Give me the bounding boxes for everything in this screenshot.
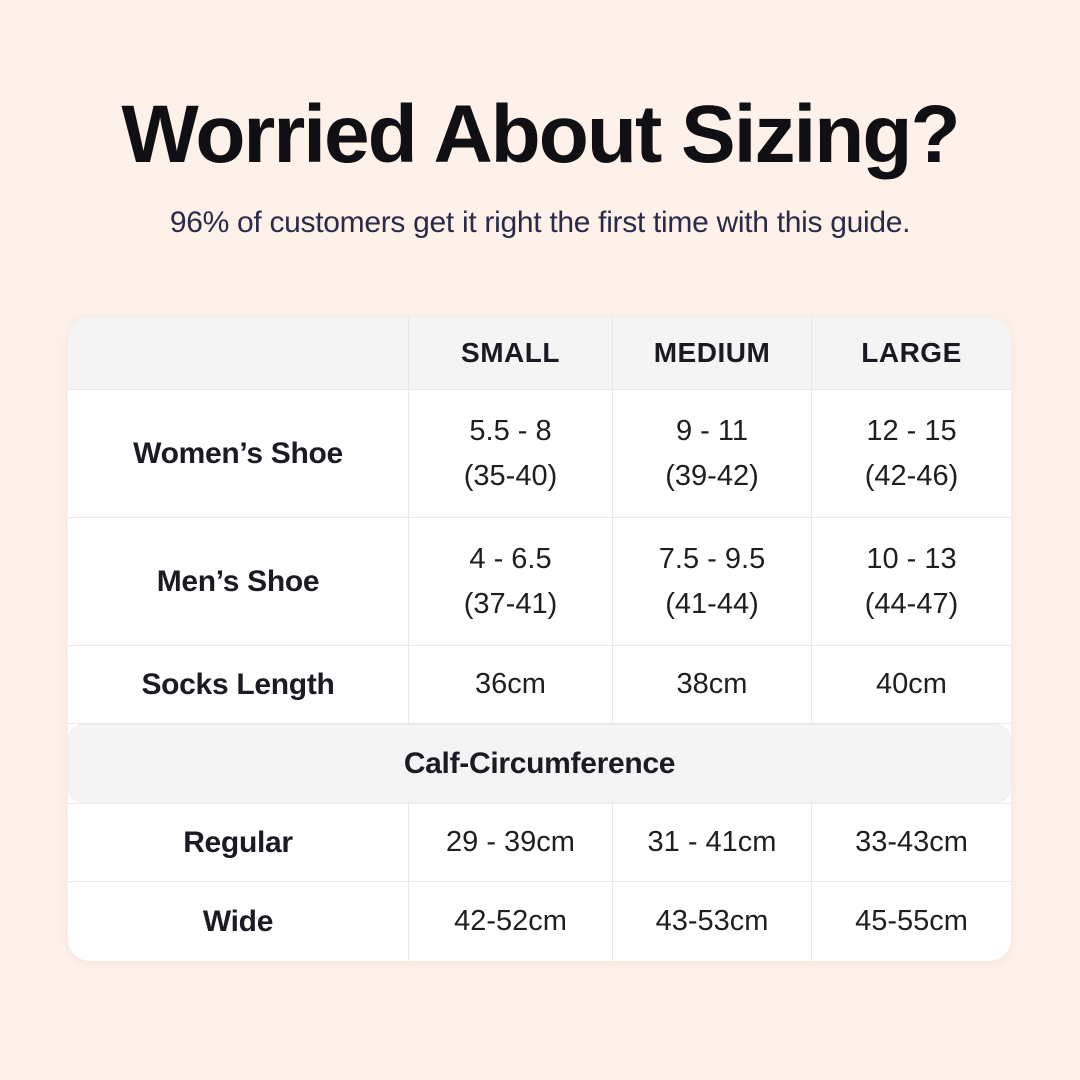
cell-regular-large: 33-43cm <box>812 804 1011 881</box>
cell-line: 10 - 13 <box>866 542 957 575</box>
row-label-mens-shoe: Men’s Shoe <box>68 518 408 645</box>
section-header-label: Calf-Circumference <box>403 746 676 780</box>
row-label-womens-shoe: Women’s Shoe <box>68 390 408 517</box>
cell-line: 42-52cm <box>454 905 567 938</box>
cell-line: 33-43cm <box>855 826 968 859</box>
cell-mens-medium: 7.5 - 9.5 (41-44) <box>613 518 811 645</box>
sizing-table: SMALL MEDIUM LARGE Women’s Shoe 5.5 - 8 … <box>68 317 1011 961</box>
cell-socks-large: 40cm <box>812 646 1011 723</box>
row-label-regular: Regular <box>68 804 408 881</box>
size-grid-top: SMALL MEDIUM LARGE Women’s Shoe 5.5 - 8 … <box>68 317 1011 723</box>
page-subtitle: 96% of customers get it right the first … <box>169 206 911 239</box>
cell-line: 5.5 - 8 <box>469 414 552 447</box>
cell-line: (41-44) <box>665 587 759 620</box>
cell-wide-medium: 43-53cm <box>613 882 811 961</box>
cell-line: 31 - 41cm <box>647 826 777 859</box>
cell-line: (35-40) <box>463 459 558 492</box>
section-header-calf-circumference: Calf-Circumference <box>68 724 1011 803</box>
cell-womens-large: 12 - 15 (42-46) <box>812 390 1011 517</box>
cell-regular-medium: 31 - 41cm <box>613 804 811 881</box>
page-title: Worried About Sizing? <box>121 89 960 180</box>
cell-wide-small: 42-52cm <box>409 882 612 961</box>
row-label-wide: Wide <box>68 882 408 961</box>
cell-line: (44-47) <box>864 587 959 620</box>
row-label-socks-length: Socks Length <box>68 646 408 723</box>
section-band-wrap: Calf-Circumference <box>68 724 1011 803</box>
cell-womens-medium: 9 - 11 (39-42) <box>613 390 811 517</box>
column-header-medium: MEDIUM <box>613 317 811 389</box>
cell-line: (39-42) <box>665 459 759 492</box>
cell-wide-large: 45-55cm <box>812 882 1011 961</box>
cell-regular-small: 29 - 39cm <box>409 804 612 881</box>
cell-mens-large: 10 - 13 (44-47) <box>812 518 1011 645</box>
cell-socks-small: 36cm <box>409 646 612 723</box>
cell-line: (42-46) <box>864 459 959 492</box>
cell-socks-medium: 38cm <box>613 646 811 723</box>
cell-womens-small: 5.5 - 8 (35-40) <box>409 390 612 517</box>
cell-mens-small: 4 - 6.5 (37-41) <box>409 518 612 645</box>
cell-line: (37-41) <box>463 587 558 620</box>
cell-line: 4 - 6.5 <box>469 542 552 575</box>
cell-line: 43-53cm <box>655 905 769 938</box>
size-grid-bottom: Regular 29 - 39cm 31 - 41cm 33-43cm Wide… <box>68 804 1011 961</box>
cell-line: 29 - 39cm <box>446 826 575 859</box>
cell-line: 12 - 15 <box>866 414 957 447</box>
column-header-small: SMALL <box>409 317 612 389</box>
cell-line: 45-55cm <box>855 905 968 938</box>
cell-line: 9 - 11 <box>675 414 748 447</box>
corner-cell <box>68 317 408 389</box>
cell-line: 38cm <box>676 668 748 701</box>
column-header-large: LARGE <box>812 317 1011 389</box>
cell-line: 40cm <box>876 668 947 701</box>
cell-line: 36cm <box>475 668 546 701</box>
cell-line: 7.5 - 9.5 <box>658 542 766 575</box>
